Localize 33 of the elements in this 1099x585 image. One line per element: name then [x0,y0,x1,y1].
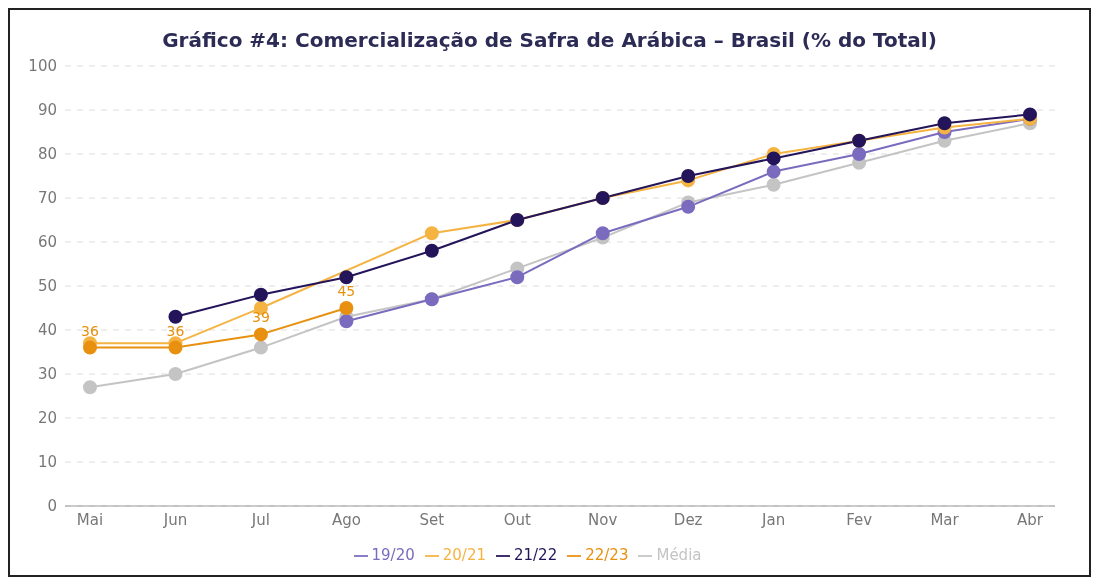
y-tick-label: 80 [37,145,57,164]
y-tick-label: 20 [37,409,57,428]
x-tick-label: Out [503,510,531,529]
x-tick-label: Fev [846,510,873,529]
y-tick-label: 70 [37,189,57,208]
y-tick-label: 0 [47,497,57,516]
x-tick-label: Set [419,510,445,529]
x-tick-label: Mai [76,510,104,529]
data-label: 36 [166,322,185,339]
y-tick-label: 10 [37,453,57,472]
x-tick-label: Abr [1017,510,1044,529]
data-label: 36 [81,322,99,339]
x-tick-label: Jul [250,510,270,529]
legend-label: 19/20 [371,546,415,564]
legend-label: 21/22 [513,546,558,564]
y-tick-label: 60 [37,233,57,252]
chart-title: Gráfico #4: Comercialização de Safra de Arábica – Brasil (% do Total) [161,28,938,52]
y-tick-label: 90 [37,101,57,120]
x-tick-label: Mar [930,510,960,529]
x-tick-label: Ago [331,510,361,529]
y-tick-label: 40 [37,321,57,340]
x-tick-label: Jun [162,510,188,529]
legend-label: 22/23 [585,546,629,564]
x-tick-label: Nov [588,510,618,529]
data-label: 39 [252,309,270,326]
y-tick-label: 100 [28,57,57,76]
x-tick-label: Dez [673,510,703,529]
data-label: 45 [337,283,356,299]
x-tick-label: Jan [761,510,786,529]
y-tick-label: 50 [37,277,57,296]
legend-label: Média [656,546,702,564]
legend-label: 20/21 [442,546,486,564]
y-tick-label: 30 [37,365,57,384]
